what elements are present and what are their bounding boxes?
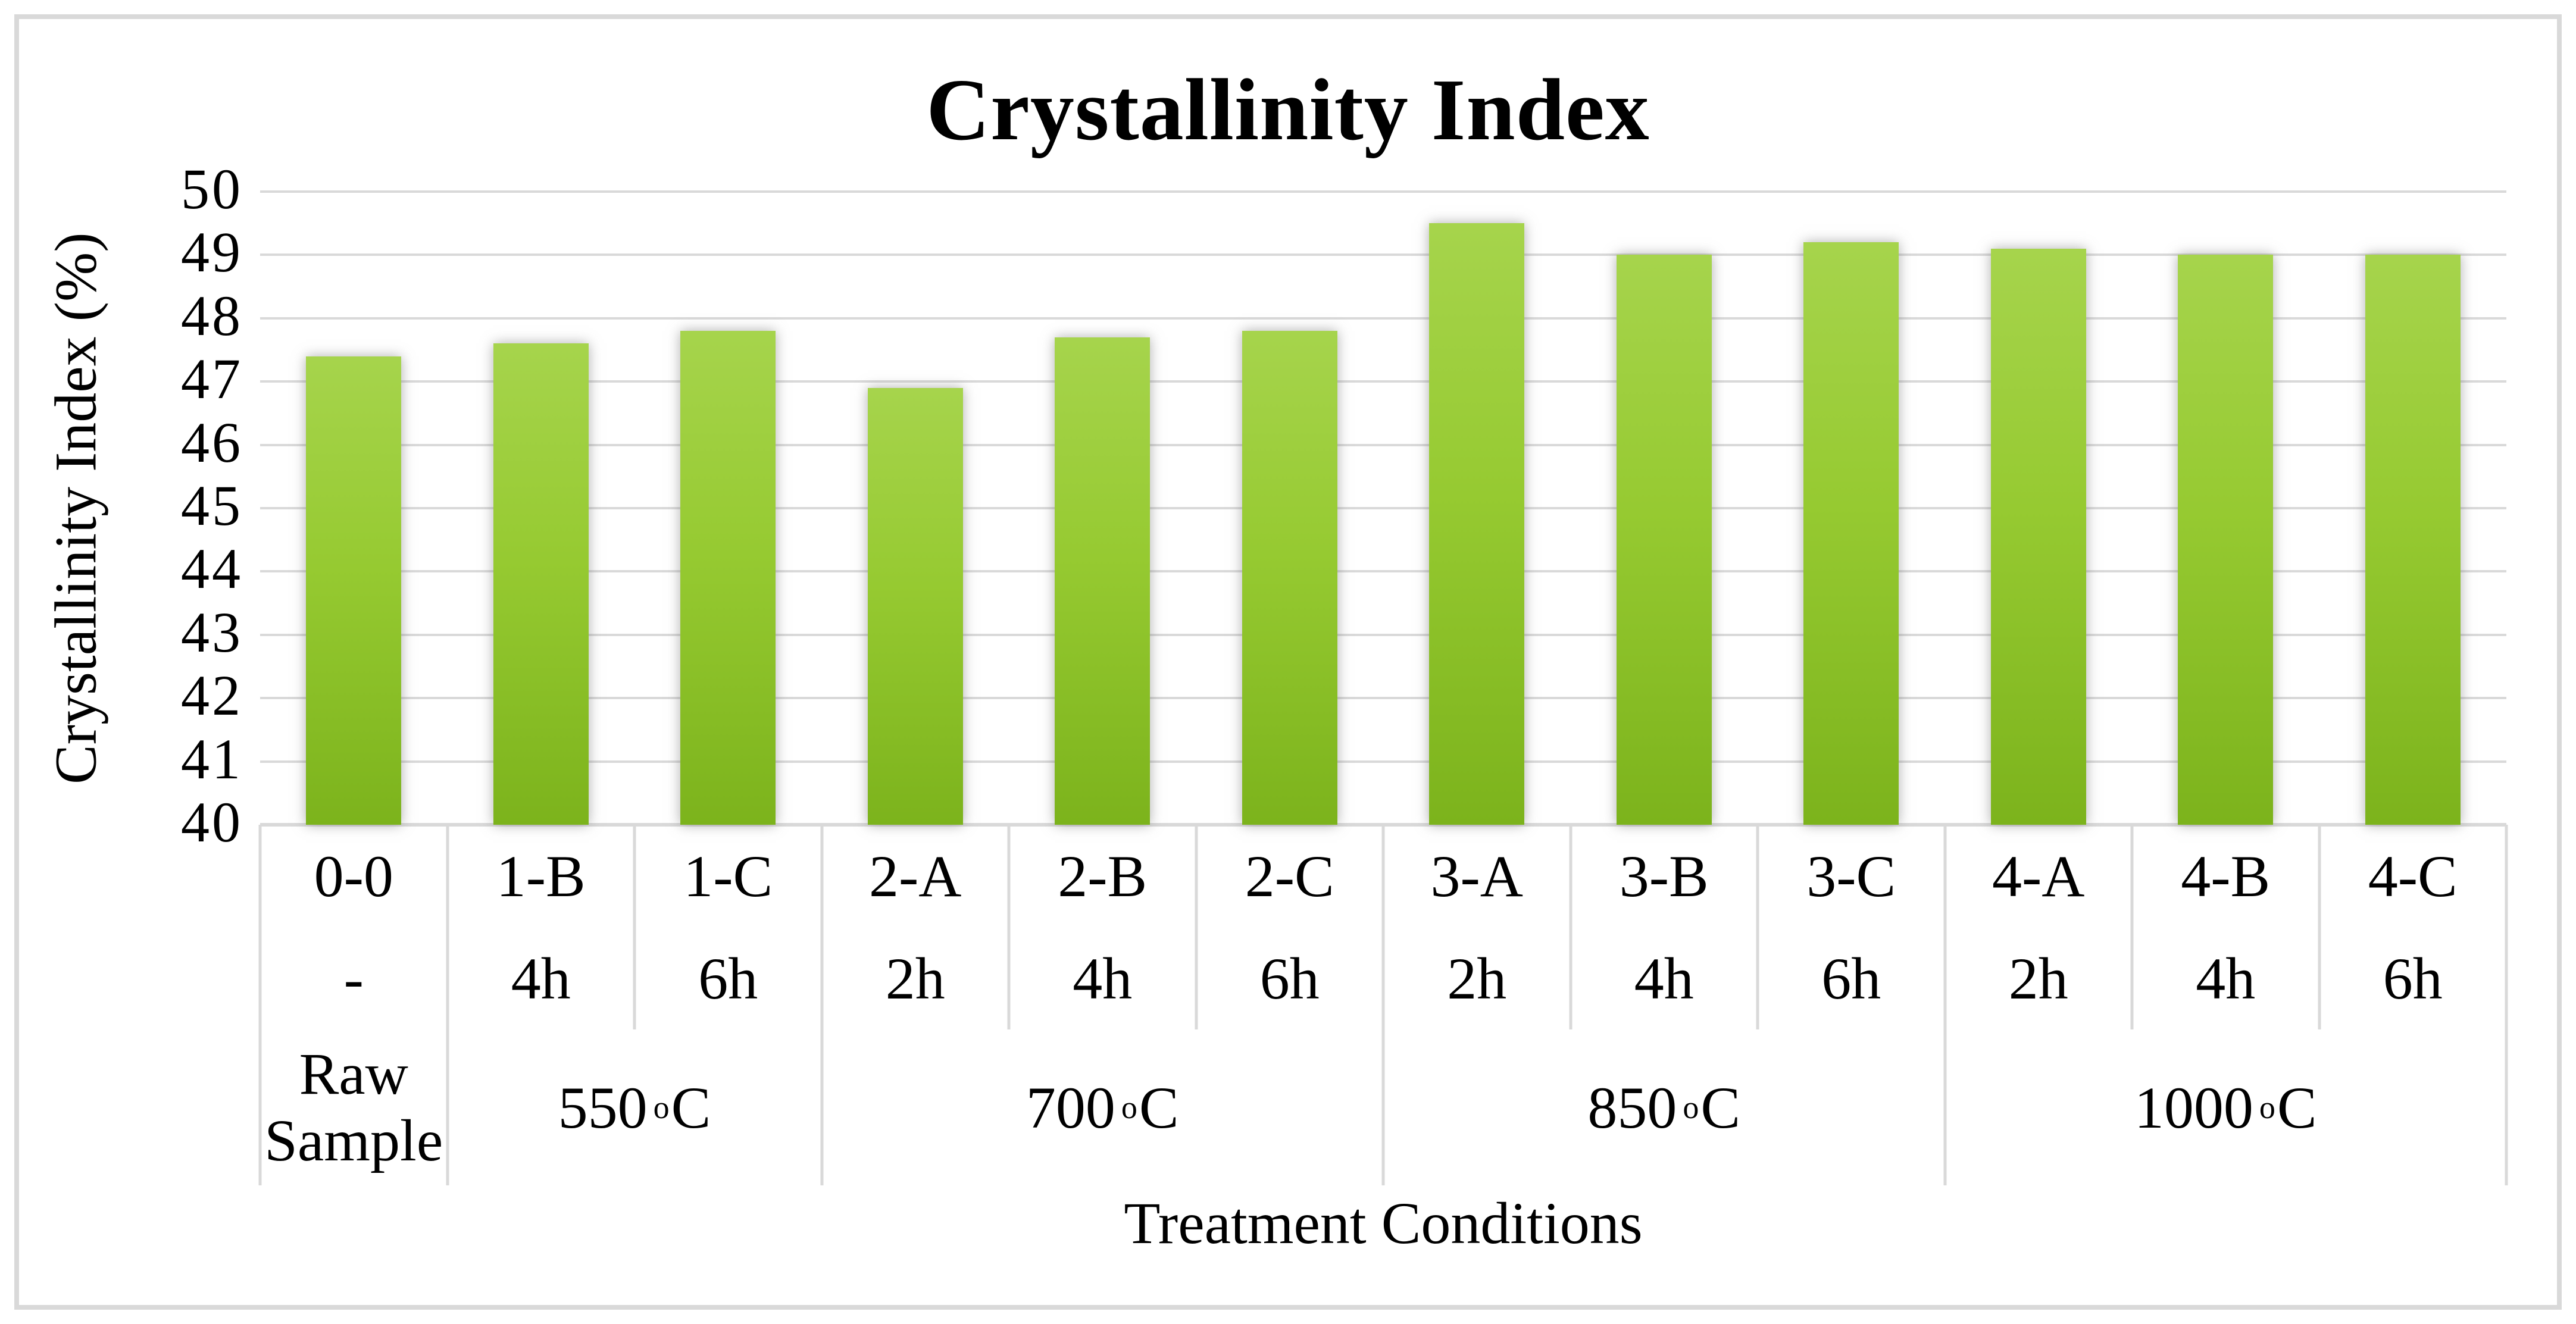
degree-superscript: o	[1121, 1090, 1137, 1125]
x-label-duration-1-B: 4h	[511, 945, 571, 1012]
x-label-duration-3-A: 2h	[1447, 945, 1507, 1012]
y-tick-label-45: 45	[181, 474, 243, 538]
gridline-48	[260, 317, 2506, 320]
gridline-41	[260, 760, 2506, 763]
x-label-sample-2-B: 2-B	[1058, 843, 1148, 909]
x-label-sample-4-B: 4-B	[2181, 843, 2271, 909]
bar-1-C	[680, 331, 776, 825]
category-divider	[1569, 825, 1572, 1029]
x-label-duration-2-B: 4h	[1073, 945, 1133, 1012]
x-label-sample-1-B: 1-B	[496, 843, 586, 909]
bar-3-A	[1429, 223, 1525, 825]
figure-border	[14, 14, 2562, 1310]
bar-4-A	[1990, 248, 2086, 825]
y-tick-label-42: 42	[181, 663, 243, 728]
x-label-sample-4-A: 4-A	[1992, 843, 2085, 909]
group-divider	[1943, 825, 1946, 1185]
group-label-550-°C: 550 o C	[558, 1074, 711, 1141]
x-label-duration-4-C: 6h	[2383, 945, 2443, 1012]
x-axis-title: Treatment Conditions	[1124, 1190, 1643, 1256]
group-label-1000-°C: 1000 o C	[2134, 1074, 2317, 1141]
degree-superscript: o	[2259, 1090, 2275, 1125]
y-tick-label-48: 48	[181, 283, 243, 348]
y-tick-label-49: 49	[181, 220, 243, 284]
x-label-sample-2-C: 2-C	[1245, 843, 1334, 909]
group-label-text: Raw Sample	[264, 1041, 443, 1173]
category-divider	[633, 825, 636, 1029]
x-label-sample-3-A: 3-A	[1430, 843, 1524, 909]
group-divider	[2505, 825, 2508, 1185]
y-tick-label-43: 43	[181, 600, 243, 664]
x-label-duration-1-C: 6h	[698, 945, 758, 1012]
y-tick-label-44: 44	[181, 537, 243, 601]
x-label-sample-3-B: 3-B	[1619, 843, 1709, 909]
bar-0-0	[306, 356, 402, 825]
x-label-sample-1-C: 1-C	[683, 843, 773, 909]
bar-2-B	[1055, 337, 1151, 825]
x-label-duration-3-B: 4h	[1634, 945, 1694, 1012]
group-divider	[1381, 825, 1385, 1185]
x-label-duration-2-A: 2h	[885, 945, 945, 1012]
degree-superscript: o	[1683, 1090, 1699, 1125]
group-divider	[446, 825, 449, 1185]
gridline-49	[260, 253, 2506, 256]
category-divider	[1007, 825, 1011, 1029]
gridline-45	[260, 507, 2506, 509]
gridline-43	[260, 633, 2506, 636]
bar-4-C	[2365, 255, 2461, 825]
y-tick-label-46: 46	[181, 410, 243, 474]
gridline-50	[260, 190, 2506, 193]
gridline-44	[260, 570, 2506, 573]
category-divider	[1195, 825, 1198, 1029]
bar-3-C	[1803, 242, 1899, 825]
x-label-sample-4-C: 4-C	[2368, 843, 2458, 909]
y-tick-label-41: 41	[181, 727, 243, 791]
group-divider	[258, 825, 262, 1185]
gridline-42	[260, 697, 2506, 700]
degree-superscript: o	[653, 1090, 670, 1125]
category-divider	[2130, 825, 2134, 1029]
x-label-sample-2-A: 2-A	[868, 843, 962, 909]
group-divider	[820, 825, 823, 1185]
group-label-700-°C: 700 o C	[1026, 1074, 1179, 1141]
y-tick-label-50: 50	[181, 157, 243, 221]
x-label-sample-3-C: 3-C	[1806, 843, 1896, 909]
x-label-duration-0-0: -	[343, 945, 364, 1012]
x-label-duration-2-C: 6h	[1259, 945, 1320, 1012]
chart-title: Crystallinity Index	[926, 61, 1650, 159]
y-tick-label-40: 40	[181, 790, 243, 855]
x-label-duration-4-A: 2h	[2008, 945, 2068, 1012]
bar-2-C	[1242, 331, 1337, 825]
group-label-Raw-Sample: Raw Sample	[260, 1029, 448, 1185]
x-label-sample-0-0: 0-0	[314, 843, 393, 909]
category-divider	[1756, 825, 1759, 1029]
bar-2-A	[867, 387, 963, 825]
gridline-46	[260, 443, 2506, 446]
x-label-duration-4-B: 4h	[2196, 945, 2256, 1012]
y-tick-label-47: 47	[181, 347, 243, 411]
gridline-47	[260, 380, 2506, 383]
category-divider	[2318, 825, 2321, 1029]
bar-3-B	[1616, 255, 1712, 825]
x-label-duration-3-C: 6h	[1821, 945, 1881, 1012]
group-label-850-°C: 850 o C	[1587, 1074, 1741, 1141]
bar-1-B	[493, 343, 589, 825]
bar-4-B	[2178, 255, 2274, 825]
